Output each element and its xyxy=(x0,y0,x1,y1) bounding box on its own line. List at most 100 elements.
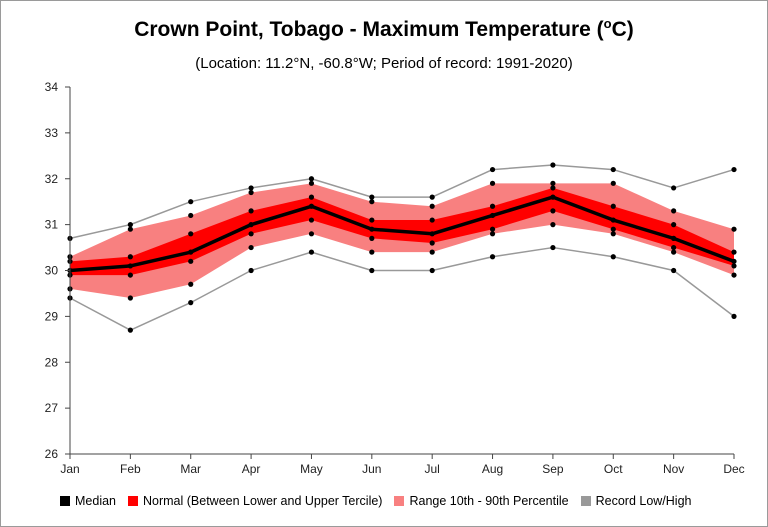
legend-swatch-median xyxy=(60,496,70,506)
y-tick-label-34: 34 xyxy=(45,80,59,94)
x-tick-label-jun: Jun xyxy=(362,462,381,476)
legend: Median Normal (Between Lower and Upper T… xyxy=(60,494,760,508)
lower-tercile-point-apr xyxy=(248,231,254,237)
upper-tercile-point-dec xyxy=(731,249,737,255)
p90-point-mar xyxy=(188,212,194,219)
chart-title-superscript: o xyxy=(603,16,612,31)
p90-point-oct xyxy=(610,180,616,186)
y-tick-label-29: 29 xyxy=(45,309,59,323)
p10-point-dec xyxy=(731,272,737,278)
record-high-point-mar xyxy=(188,199,194,205)
upper-tercile-point-jun xyxy=(369,217,375,223)
x-tick-label-aug: Aug xyxy=(482,462,503,476)
lower-tercile-point-jul xyxy=(429,240,435,246)
p90-point-nov xyxy=(671,208,677,214)
record-high-point-oct xyxy=(610,166,616,173)
lower-tercile-point-nov xyxy=(671,244,677,251)
x-tick-label-jul: Jul xyxy=(425,462,440,476)
legend-label-percentile: Range 10th - 90th Percentile xyxy=(409,494,569,508)
upper-tercile-point-sep xyxy=(550,185,556,191)
x-tick-label-nov: Nov xyxy=(663,462,684,476)
lower-tercile-point-dec xyxy=(731,263,737,269)
p10-point-may xyxy=(308,231,315,237)
lower-tercile-point-feb xyxy=(127,272,133,278)
record-high-point-jun xyxy=(369,194,375,200)
y-tick-label-33: 33 xyxy=(45,126,59,140)
median-point-feb xyxy=(127,263,133,269)
record-high-point-nov xyxy=(671,185,677,191)
y-tick-label-28: 28 xyxy=(45,355,59,369)
x-tick-label-jan: Jan xyxy=(60,462,79,476)
median-point-aug xyxy=(489,212,496,219)
p10-point-feb xyxy=(127,295,133,301)
chart-subtitle: (Location: 11.2°N, -60.8°W; Period of re… xyxy=(195,55,573,72)
legend-swatch-record xyxy=(580,496,591,506)
record-high-point-may xyxy=(308,176,315,182)
record-low-point-apr xyxy=(248,267,254,274)
x-tick-label-sep: Sep xyxy=(542,462,564,476)
p90-point-dec xyxy=(731,226,737,232)
p90-point-sep xyxy=(550,180,556,186)
y-tick-label-30: 30 xyxy=(45,264,59,278)
p10-point-jul xyxy=(429,249,435,255)
median-point-sep xyxy=(550,194,556,200)
median-point-dec xyxy=(731,258,737,264)
upper-tercile-point-may xyxy=(308,194,315,200)
median-line xyxy=(69,195,735,273)
upper-tercile-point-jul xyxy=(429,217,435,223)
median-point-jul xyxy=(429,231,435,237)
median-point-mar xyxy=(188,249,194,255)
median-point-apr xyxy=(248,222,254,228)
legend-swatch-percentile xyxy=(394,496,405,506)
p90-point-apr xyxy=(248,189,254,196)
legend-item-percentile: Range 10th - 90th Percentile xyxy=(394,494,569,508)
upper-tercile-point-aug xyxy=(489,203,496,209)
record-low-point-feb xyxy=(127,327,133,333)
p10-point-mar xyxy=(188,281,194,287)
p10-point-nov xyxy=(671,249,677,255)
legend-item-median: Median xyxy=(60,494,116,508)
legend-label-median: Median xyxy=(75,494,116,508)
p90-point-jul xyxy=(429,203,435,209)
median-point-jun xyxy=(369,226,375,232)
record-high-point-jul xyxy=(429,194,435,200)
median-point-nov xyxy=(671,235,677,241)
record-low-point-dec xyxy=(731,313,737,319)
legend-label-normal: Normal (Between Lower and Upper Tercile) xyxy=(143,494,383,508)
record-low-point-jun xyxy=(369,267,375,274)
p10-point-oct xyxy=(610,231,616,237)
upper-tercile-point-nov xyxy=(671,222,677,228)
p90-point-aug xyxy=(489,180,496,186)
record-low-point-aug xyxy=(489,254,496,260)
record-low-point-jul xyxy=(429,267,435,274)
median-point-may xyxy=(308,203,315,209)
legend-item-record: Record Low/High xyxy=(580,494,692,508)
p10-point-sep xyxy=(550,222,556,228)
legend-item-normal: Normal (Between Lower and Upper Tercile) xyxy=(128,494,382,508)
p10-point-jun xyxy=(369,249,375,255)
record-low-point-oct xyxy=(610,254,616,260)
lower-tercile-point-sep xyxy=(550,208,556,214)
lower-tercile-point-jun xyxy=(369,235,375,241)
record-low-point-sep xyxy=(550,244,556,251)
legend-swatch-normal xyxy=(128,496,138,506)
y-tick-label-27: 27 xyxy=(45,401,59,415)
record-high-point-aug xyxy=(489,166,496,173)
upper-tercile-point-feb xyxy=(127,254,133,260)
legend-label-record: Record Low/High xyxy=(595,494,692,508)
record-high-point-sep xyxy=(550,162,556,168)
lower-tercile-point-may xyxy=(308,217,315,223)
y-tick-label-32: 32 xyxy=(45,172,59,186)
upper-tercile-point-apr xyxy=(248,208,254,214)
record-low-point-mar xyxy=(188,300,194,306)
record-high-point-dec xyxy=(731,166,737,173)
x-tick-label-feb: Feb xyxy=(120,462,141,476)
record-high-point-feb xyxy=(127,222,133,228)
x-tick-label-dec: Dec xyxy=(723,462,744,476)
record-low-line xyxy=(69,246,735,331)
x-tick-label-apr: Apr xyxy=(242,462,261,476)
p10-point-apr xyxy=(248,244,254,251)
record-high-line xyxy=(69,164,735,240)
record-low-point-nov xyxy=(671,267,677,274)
